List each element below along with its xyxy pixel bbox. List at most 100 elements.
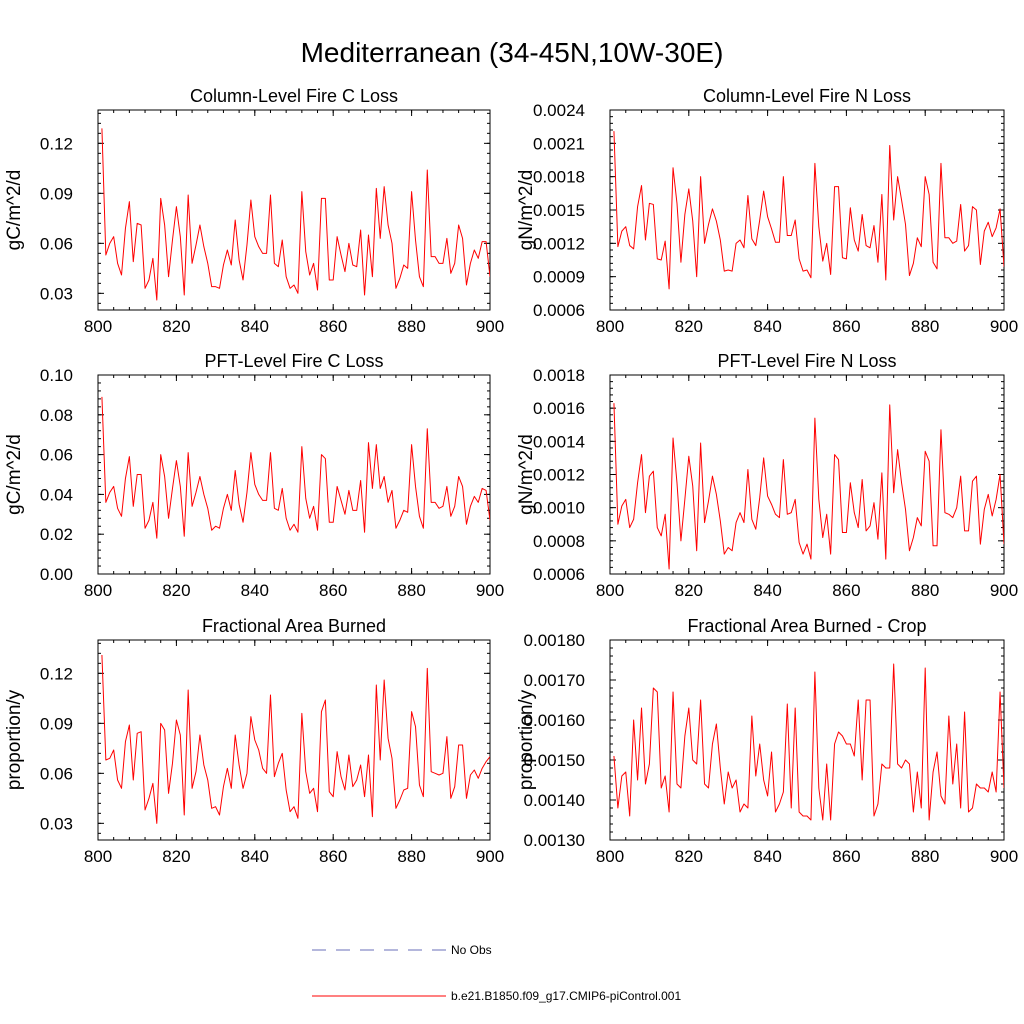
plot-frame (97, 109, 491, 311)
legend: No Obs b.e21.B1850.f09_g17.CMIP6-piContro… (312, 943, 681, 1003)
x-tick-label: 860 (319, 581, 347, 600)
series-line-1 (101, 396, 490, 539)
x-tick-label: 820 (162, 317, 190, 336)
x-tick-label: 840 (241, 581, 269, 600)
y-tick-label: 0.00170 (524, 671, 585, 690)
x-tick-label: 820 (162, 847, 190, 866)
y-tick-label: 0.09 (40, 184, 73, 203)
x-tick-label: 880 (397, 581, 425, 600)
x-tick-label: 820 (162, 581, 190, 600)
legend-label-2: b.e21.B1850.f09_g17.CMIP6-piControl.001 (451, 989, 681, 1003)
x-tick-label: 880 (911, 581, 939, 600)
x-tick-label: 840 (753, 317, 781, 336)
y-tick-label: 0.0008 (533, 532, 585, 551)
x-tick-label: 860 (832, 581, 860, 600)
y-tick-label: 0.00180 (524, 631, 585, 650)
x-tick-label: 860 (832, 317, 860, 336)
y-tick-label: 0.0016 (533, 399, 585, 418)
x-tick-label: 860 (832, 847, 860, 866)
y-tick-label: 0.0006 (533, 301, 585, 320)
x-tick-label: 840 (753, 581, 781, 600)
y-axis-label: gN/m^2/d (516, 434, 537, 515)
x-tick-label: 800 (596, 581, 624, 600)
y-axis-label: proportion/y (516, 689, 537, 790)
panel-title: Fractional Area Burned - Crop (687, 616, 926, 636)
y-tick-label: 0.00130 (524, 831, 585, 850)
panel-title: PFT-Level Fire N Loss (717, 351, 896, 371)
series-line-1 (613, 403, 1004, 570)
x-tick-label: 820 (675, 847, 703, 866)
y-tick-label: 0.06 (40, 764, 73, 783)
y-tick-label: 0.0018 (533, 168, 585, 187)
y-tick-label: 0.08 (40, 406, 73, 425)
y-tick-label: 0.0018 (533, 366, 585, 385)
x-tick-label: 800 (596, 847, 624, 866)
plot-frame (609, 639, 1005, 841)
plot-frame (97, 639, 491, 841)
x-tick-label: 800 (84, 581, 112, 600)
x-tick-label: 820 (675, 317, 703, 336)
y-tick-label: 0.0006 (533, 565, 585, 584)
x-tick-label: 800 (84, 317, 112, 336)
y-tick-label: 0.0021 (533, 134, 585, 153)
panel-2: 800 820 840 860 880 900 0.0006 0.0009 0.0012 0.00… (516, 86, 1018, 336)
y-tick-label: 0.0015 (533, 201, 585, 220)
x-tick-label: 800 (84, 847, 112, 866)
x-tick-label: 900 (990, 847, 1018, 866)
y-tick-label: 0.09 (40, 714, 73, 733)
x-tick-label: 900 (476, 317, 504, 336)
figure-title: Mediterranean (34-45N,10W-30E) (301, 37, 724, 68)
panel-3: 800 820 840 860 880 900 0.00 0.02 0.04 0.06 0.08 0.… (4, 351, 504, 600)
x-tick-label: 880 (911, 317, 939, 336)
y-axis-label: gC/m^2/d (4, 170, 25, 251)
panel-1: 800 820 840 860 880 900 0.03 0.06 0.09 0.12 Column… (4, 86, 504, 336)
y-tick-label: 0.0012 (533, 466, 585, 485)
y-tick-label: 0.06 (40, 446, 73, 465)
y-axis-label: gC/m^2/d (4, 434, 25, 515)
y-tick-label: 0.00 (40, 565, 73, 584)
x-tick-label: 840 (241, 317, 269, 336)
legend-label-1: No Obs (451, 943, 492, 957)
y-tick-label: 0.00160 (524, 711, 585, 730)
plot-frame (97, 374, 491, 575)
series-line-1 (101, 128, 490, 301)
x-tick-label: 900 (476, 847, 504, 866)
x-tick-label: 860 (319, 847, 347, 866)
y-axis-label: proportion/y (4, 689, 25, 790)
x-tick-label: 840 (241, 847, 269, 866)
panel-title: Column-Level Fire N Loss (703, 86, 911, 106)
x-tick-label: 880 (397, 317, 425, 336)
panel-6: 800 820 840 860 880 900 0.00130 0.00140 0.00150 0… (516, 616, 1018, 866)
y-tick-label: 0.00150 (524, 751, 585, 770)
x-tick-label: 900 (990, 317, 1018, 336)
x-tick-label: 840 (753, 847, 781, 866)
y-tick-label: 0.0009 (533, 268, 585, 287)
y-tick-label: 0.00140 (524, 791, 585, 810)
panels-group: 800 820 840 860 880 900 0.03 0.06 0.09 0.12 Column… (4, 86, 1018, 866)
y-tick-label: 0.0012 (533, 234, 585, 253)
y-tick-label: 0.02 (40, 525, 73, 544)
y-tick-label: 0.12 (40, 664, 73, 683)
y-tick-label: 0.06 (40, 234, 73, 253)
y-tick-label: 0.12 (40, 134, 73, 153)
series-line-1 (101, 654, 490, 824)
panel-4: 800 820 840 860 880 900 0.0006 0.0008 0.0010 0.00… (516, 351, 1018, 600)
x-tick-label: 860 (319, 317, 347, 336)
x-tick-label: 800 (596, 317, 624, 336)
panel-title: Fractional Area Burned (202, 616, 386, 636)
panel-title: Column-Level Fire C Loss (190, 86, 398, 106)
x-tick-label: 820 (675, 581, 703, 600)
y-tick-label: 0.0010 (533, 499, 585, 518)
y-tick-label: 0.03 (40, 814, 73, 833)
y-tick-label: 0.03 (40, 284, 73, 303)
series-line-1 (613, 663, 1004, 821)
panel-title: PFT-Level Fire C Loss (204, 351, 383, 371)
x-tick-label: 900 (990, 581, 1018, 600)
x-tick-label: 880 (911, 847, 939, 866)
x-tick-label: 880 (397, 847, 425, 866)
y-tick-label: 0.04 (40, 485, 73, 504)
series-line-1 (613, 131, 1004, 290)
x-tick-label: 900 (476, 581, 504, 600)
